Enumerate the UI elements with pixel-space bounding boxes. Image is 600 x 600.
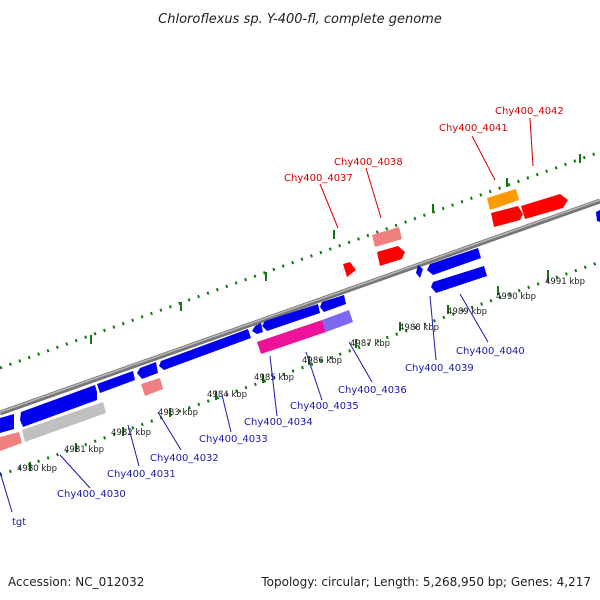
feature-label-chy400-4039[interactable]: Chy400_4039	[405, 363, 474, 374]
feature-label-tgt[interactable]: tgt	[12, 517, 26, 528]
inner-tick-ring	[0, 260, 600, 477]
kbp-tick-label: 4981 kbp	[64, 445, 104, 455]
gene-feature-purple[interactable]	[322, 310, 353, 332]
gene-feature[interactable]	[137, 362, 158, 379]
gene-feature[interactable]	[427, 248, 481, 275]
kbp-tick-label: 4988 kbp	[399, 323, 439, 333]
pseudogene-feature[interactable]	[22, 402, 106, 442]
feature-label-chy400-4036[interactable]: Chy400_4036	[338, 385, 407, 396]
gene-feature-magenta[interactable]	[257, 320, 326, 354]
genome-backbone	[0, 198, 600, 416]
gene-feature-orange[interactable]	[487, 189, 519, 210]
forward-feature-labels: Chy400_4037 Chy400_4038 Chy400_4041 Chy4…	[284, 106, 564, 184]
gene-feature[interactable]	[0, 414, 14, 433]
gene-feature[interactable]	[343, 262, 356, 277]
feature-label-chy400-4030[interactable]: Chy400_4030	[57, 489, 126, 500]
forward-strand-features	[343, 189, 568, 277]
feature-label-chy400-4041[interactable]: Chy400_4041	[439, 123, 508, 134]
gene-feature[interactable]	[491, 206, 523, 227]
kbp-tick-label: 4987 kbp	[350, 339, 390, 349]
accession-text: Accession: NC_012032	[8, 575, 144, 589]
feature-label-chy400-4035[interactable]: Chy400_4035	[290, 401, 359, 412]
reverse-strand-features	[0, 210, 600, 451]
kbp-tick-label: 4991 kbp	[545, 277, 585, 287]
kbp-tick-label: 4984 kbp	[207, 390, 247, 400]
gene-feature[interactable]	[521, 194, 568, 219]
rna-feature[interactable]	[372, 227, 402, 247]
kbp-tick-label: 4985 kbp	[254, 373, 294, 383]
rna-feature[interactable]	[0, 432, 22, 451]
gene-feature[interactable]	[20, 385, 97, 427]
kbp-tick-labels: 4980 kbp 4981 kbp 4982 kbp 4983 kbp 4984…	[17, 277, 585, 474]
gene-feature[interactable]	[377, 246, 405, 266]
reverse-feature-labels: tgt Chy400_4030 Chy400_4031 Chy400_4032 …	[12, 346, 525, 528]
gene-feature[interactable]	[431, 266, 487, 293]
kbp-tick-label: 4986 kbp	[302, 356, 342, 366]
genome-summary-text: Topology: circular; Length: 5,268,950 bp…	[260, 575, 591, 589]
gene-feature[interactable]	[596, 210, 600, 222]
gene-feature[interactable]	[416, 265, 423, 278]
gene-feature[interactable]	[252, 323, 263, 334]
kbp-tick-label: 4982 kbp	[111, 428, 151, 438]
leader-lines	[0, 117, 534, 513]
feature-label-chy400-4038[interactable]: Chy400_4038	[334, 157, 403, 168]
feature-label-chy400-4033[interactable]: Chy400_4033	[199, 434, 268, 445]
rna-feature[interactable]	[141, 378, 163, 396]
feature-label-chy400-4040[interactable]: Chy400_4040	[456, 346, 525, 357]
gene-feature[interactable]	[262, 304, 320, 331]
gene-feature[interactable]	[320, 295, 346, 312]
kbp-tick-label: 4990 kbp	[496, 292, 536, 302]
kbp-tick-label: 4980 kbp	[17, 464, 57, 474]
map-title: Chloroflexus sp. Y-400-fl, complete geno…	[158, 12, 442, 27]
feature-label-chy400-4037[interactable]: Chy400_4037	[284, 173, 353, 184]
feature-label-chy400-4042[interactable]: Chy400_4042	[495, 106, 564, 117]
feature-label-chy400-4034[interactable]: Chy400_4034	[244, 417, 313, 428]
kbp-tick-label: 4983 kbp	[158, 408, 198, 418]
gene-feature[interactable]	[97, 371, 135, 393]
feature-label-chy400-4031[interactable]: Chy400_4031	[107, 469, 176, 480]
kbp-tick-label: 4989 kbp	[447, 307, 487, 317]
feature-label-chy400-4032[interactable]: Chy400_4032	[150, 453, 219, 464]
outer-tick-ring	[0, 150, 600, 370]
gene-feature[interactable]	[159, 329, 251, 370]
